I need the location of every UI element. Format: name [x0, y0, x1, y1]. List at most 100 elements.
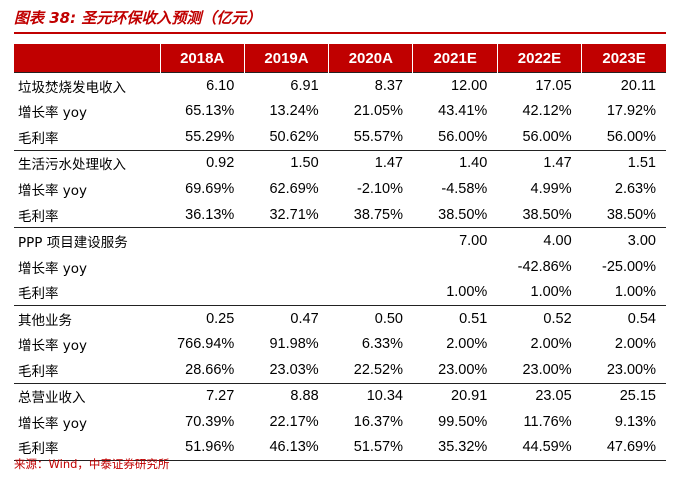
value-cell: 56.00%	[606, 128, 656, 145]
value-cell: 20.91	[412, 382, 498, 410]
value-cell: 0.25	[160, 304, 245, 332]
table-row: 增长率 yoy 70.39% 22.17% 16.37% 99.50% 11.76% 9.1…	[14, 409, 666, 435]
value-cell: 8.37	[328, 71, 413, 99]
table-body: 垃圾焚烧发电收入 6.10 6.91 8.37 12.00 17.05 20.11 增长率 y…	[14, 71, 666, 462]
value-cell: 0.52	[497, 304, 582, 332]
source-note: 来源：Wind，中泰证券研究所	[14, 457, 170, 471]
table-row: 增长率 yoy 65.13% 13.24% 21.05% 43.41% 42.12% 17.…	[14, 99, 666, 125]
value-cell: 1.47	[497, 149, 582, 177]
value-cell: 28.66%	[185, 361, 235, 378]
value-cell: 44.59%	[497, 434, 582, 462]
value-cell: 17.92%	[606, 103, 656, 120]
row-label: 增长率 yoy	[18, 260, 88, 277]
value-cell: 1.00%	[446, 284, 488, 301]
value-cell: 1.47	[328, 149, 413, 177]
table-row: 增长率 yoy -42.86% -25.00%	[14, 254, 666, 280]
value-cell: 1.00%	[614, 284, 656, 301]
value-cell: 47.69%	[581, 434, 666, 462]
value-cell: 56.00%	[438, 128, 488, 145]
value-cell: 4.99%	[530, 180, 572, 197]
table-header-row: 2018A 2019A 2020A 2021E 2022E 2023E	[14, 44, 666, 73]
value-cell: 50.62%	[269, 128, 319, 145]
value-cell	[160, 279, 244, 305]
value-cell: 55.29%	[185, 128, 235, 145]
value-cell: 0.54	[581, 304, 666, 332]
value-cell: 22.52%	[353, 361, 403, 378]
value-cell: 6.33%	[361, 336, 403, 353]
value-cell	[329, 279, 413, 305]
table-row: 增长率 yoy 69.69% 62.69% -2.10% -4.58% 4.99% 2.63…	[14, 176, 666, 202]
value-cell: 6.10	[160, 71, 245, 99]
row-label: 生活污水处理收入	[14, 149, 160, 177]
value-cell: 0.50	[328, 304, 413, 332]
value-cell: 69.69%	[185, 180, 235, 197]
value-cell: 23.00%	[606, 361, 656, 378]
value-cell: 46.13%	[244, 434, 329, 462]
table-row: 毛利率 55.29% 50.62% 55.57% 56.00% 56.00% 56.00%	[14, 124, 666, 150]
value-cell: -2.10%	[357, 180, 403, 197]
table-row: 增长率 yoy 766.94% 91.98% 6.33% 2.00% 2.00% 2.00%	[14, 331, 666, 357]
value-cell: 23.00%	[522, 361, 572, 378]
value-cell: 23.03%	[269, 361, 319, 378]
value-cell: 2.63%	[614, 180, 656, 197]
value-cell: 23.05	[497, 382, 582, 410]
value-cell: 6.91	[244, 71, 329, 99]
value-cell	[244, 227, 329, 254]
value-cell: 91.98%	[269, 336, 319, 353]
value-cell: -25.00%	[601, 258, 656, 275]
row-label: 其他业务	[14, 304, 160, 332]
value-cell: 35.32%	[412, 434, 498, 462]
value-cell: 8.88	[244, 382, 329, 410]
value-cell: 25.15	[581, 382, 666, 410]
value-cell: 1.40	[412, 149, 498, 177]
value-cell	[244, 279, 328, 305]
row-label: 垃圾焚烧发电收入	[14, 71, 160, 99]
value-cell: 42.12%	[522, 103, 572, 120]
value-cell: 65.13%	[185, 103, 235, 120]
row-label: 毛利率	[18, 208, 59, 225]
value-cell: 38.50%	[438, 206, 488, 223]
table-row: 垃圾焚烧发电收入 6.10 6.91 8.37 12.00 17.05 20.11	[14, 71, 666, 99]
header-cell: 2021E	[412, 44, 498, 73]
value-cell: 17.05	[497, 71, 582, 99]
table-row: 毛利率 36.13% 32.71% 38.75% 38.50% 38.50% 38.50%	[14, 202, 666, 228]
value-cell: 51.96%	[160, 434, 245, 462]
value-cell: 99.50%	[438, 413, 488, 430]
row-label: PPP 项目建设服务	[14, 227, 160, 254]
header-cell: 2023E	[581, 44, 666, 73]
header-cell: 2019A	[243, 44, 329, 73]
value-cell: 2.00%	[614, 336, 656, 353]
row-label: 增长率 yoy	[18, 105, 88, 122]
table-row: 毛利率 51.96% 46.13% 51.57% 35.32% 44.59% 47.69%	[14, 434, 666, 462]
value-cell: 38.75%	[353, 206, 403, 223]
value-cell: 16.37%	[353, 413, 403, 430]
row-label: 毛利率	[18, 286, 59, 303]
row-label: 增长率 yoy	[18, 182, 88, 199]
value-cell: 0.47	[244, 304, 329, 332]
value-cell: 766.94%	[177, 336, 235, 353]
value-cell: 9.13%	[614, 413, 656, 430]
value-cell: 20.11	[581, 71, 666, 99]
value-cell: 0.92	[160, 149, 245, 177]
row-label: 毛利率	[18, 130, 59, 147]
value-cell: 2.00%	[530, 336, 572, 353]
figure-title-text: 图表 38: 圣元环保收入预测（亿元）	[14, 9, 262, 27]
header-cell: 2018A	[159, 44, 245, 73]
value-cell: 4.00	[497, 227, 582, 254]
value-cell: 23.00%	[438, 361, 488, 378]
table-row: 其他业务 0.25 0.47 0.50 0.51 0.52 0.54	[14, 304, 666, 332]
value-cell: 38.50%	[522, 206, 572, 223]
value-cell	[413, 254, 497, 280]
table-row: 生活污水处理收入 0.92 1.50 1.47 1.40 1.47 1.51	[14, 149, 666, 177]
row-label: 毛利率	[14, 434, 160, 462]
value-cell: -42.86%	[517, 258, 572, 275]
value-cell	[328, 227, 413, 254]
value-cell: 7.27	[160, 382, 245, 410]
value-cell: 62.69%	[269, 180, 319, 197]
table-row: 毛利率 1.00% 1.00% 1.00%	[14, 279, 666, 305]
table-row: 总营业收入 7.27 8.88 10.34 20.91 23.05 25.15	[14, 382, 666, 410]
value-cell: 70.39%	[185, 413, 235, 430]
value-cell: -4.58%	[441, 180, 488, 197]
value-cell: 13.24%	[269, 103, 319, 120]
value-cell: 2.00%	[446, 336, 488, 353]
